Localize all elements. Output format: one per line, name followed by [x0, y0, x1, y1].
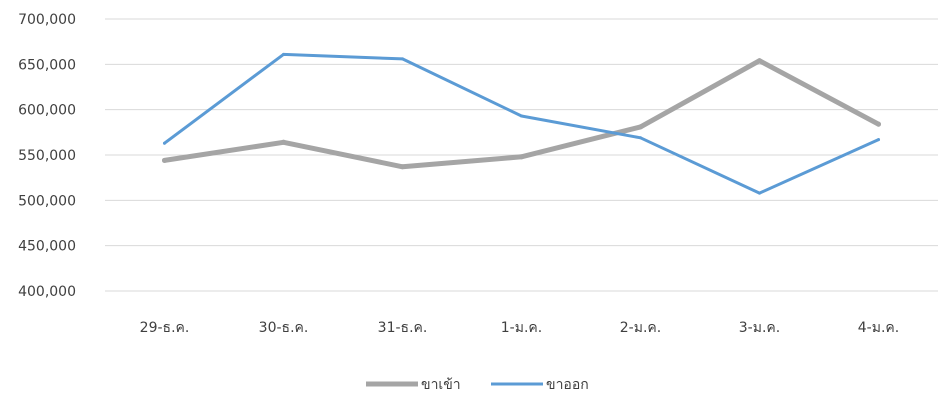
gridlines — [105, 18, 938, 292]
data-point — [877, 138, 880, 142]
x-tick-label: 4-ม.ค. — [858, 320, 899, 336]
series-lines — [162, 52, 881, 195]
x-axis-tick-labels: 29-ธ.ค. 30-ธ.ค. 31-ธ.ค. 1-ม.ค. 2-ม.ค. 3-ม.ค. 4… — [140, 320, 900, 336]
data-point — [757, 58, 762, 64]
data-point — [281, 139, 286, 145]
data-point — [163, 141, 166, 145]
data-point — [876, 121, 881, 127]
y-axis-tick-labels: 400,000 450,000 500,000 550,000 600,000 650,0… — [18, 12, 76, 300]
data-point — [282, 52, 285, 56]
x-tick-label: 31-ธ.ค. — [378, 320, 428, 336]
y-tick-label: 650,000 — [18, 57, 76, 73]
legend-label: ขาออก — [546, 377, 589, 393]
x-tick-label: 29-ธ.ค. — [140, 320, 190, 336]
x-tick-label: 30-ธ.ค. — [259, 320, 309, 336]
y-tick-label: 500,000 — [18, 193, 76, 209]
data-point — [401, 57, 404, 61]
y-tick-label: 700,000 — [18, 12, 76, 28]
data-point — [520, 114, 523, 118]
data-point — [758, 191, 761, 195]
y-tick-label: 450,000 — [18, 239, 76, 255]
data-point — [639, 136, 642, 140]
data-point — [638, 124, 643, 130]
data-point — [162, 157, 167, 163]
y-tick-label: 600,000 — [18, 103, 76, 119]
y-tick-label: 400,000 — [18, 284, 76, 300]
legend: ขาเข้า ขาออก — [366, 377, 589, 393]
x-tick-label: 2-ม.ค. — [620, 320, 661, 336]
legend-label: ขาเข้า — [421, 377, 461, 393]
y-tick-label: 550,000 — [18, 148, 76, 164]
x-tick-label: 3-ม.ค. — [739, 320, 780, 336]
series-line-1 — [162, 58, 881, 170]
data-point — [519, 154, 524, 160]
data-point — [400, 164, 405, 170]
series-line-2 — [163, 52, 880, 195]
x-tick-label: 1-ม.ค. — [501, 320, 542, 336]
